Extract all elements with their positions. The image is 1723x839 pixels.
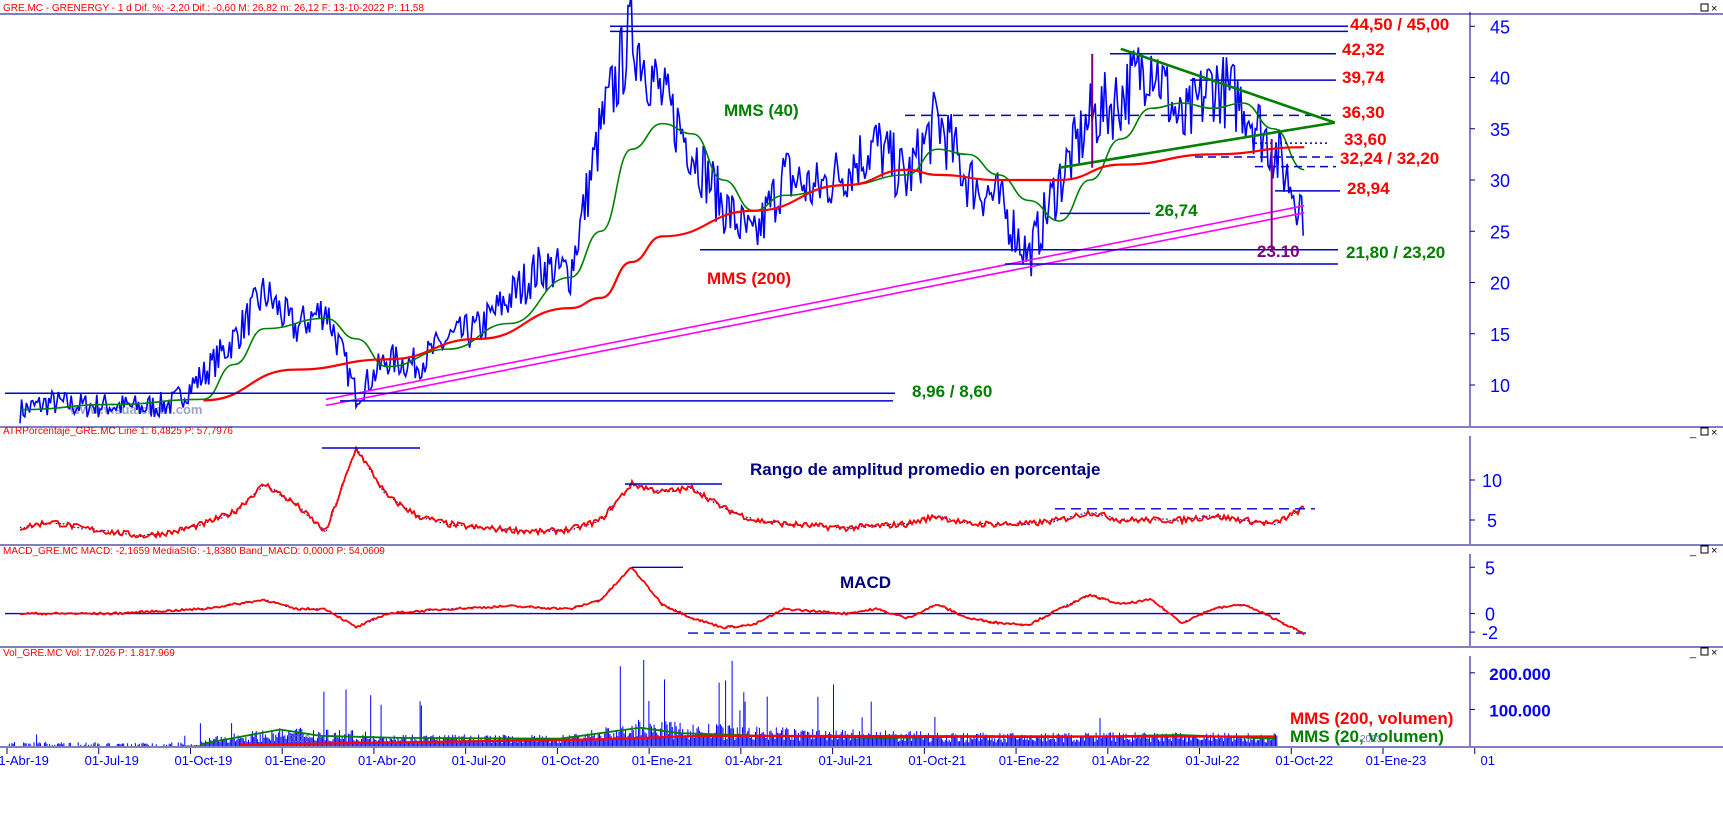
annotation-label-11: 23.10 [1257, 242, 1300, 261]
macd-signal-series [19, 566, 1305, 634]
minimize-icon: _ [1689, 3, 1697, 15]
mms200-series [203, 146, 1305, 402]
trendline-support-lower [325, 212, 1305, 407]
time-tick-label: 01-Oct-21 [908, 753, 966, 768]
price-ytick-label: 10 [1490, 376, 1510, 396]
window-controls-atr: _ × [1689, 427, 1717, 439]
close-icon: × [1711, 545, 1717, 557]
window-controls-volume: _ × [1689, 647, 1717, 659]
time-tick-label: 01-Ene-21 [632, 753, 693, 768]
time-tick-label: 01-Abr-21 [725, 753, 783, 768]
volume-bars [8, 660, 1278, 746]
atr-ytick-label: 10 [1482, 471, 1502, 491]
restore-icon [1700, 427, 1709, 436]
close-icon: × [1711, 647, 1717, 659]
volume-mms200-series [239, 734, 1275, 746]
time-tick-label: 01-Abr-20 [358, 753, 416, 768]
annotation-label-7: 32,24 / 32,20 [1340, 149, 1439, 168]
price-ytick-label: 30 [1490, 171, 1510, 191]
window-controls-macd: _ × [1689, 545, 1717, 557]
volume-ytick-label: 100.000 [1489, 701, 1550, 720]
price-ytick-label: 45 [1490, 17, 1510, 37]
price-ytick-label: 35 [1490, 120, 1510, 140]
triangle-lower-edge [1059, 121, 1336, 169]
atr-ytick-label: 5 [1487, 511, 1497, 531]
time-tick-label: 01-Ene-23 [1366, 753, 1427, 768]
year-mark-label: 2023 [1360, 734, 1383, 745]
volume-legend-mms200: MMS (200, volumen) [1290, 709, 1453, 728]
atr-signal-series [19, 447, 1305, 538]
macd-ytick-label: -2 [1482, 623, 1498, 643]
annotation-label-1: MMS (200) [707, 269, 791, 288]
price-ytick-label: 25 [1490, 222, 1510, 242]
volume-legend-mms20: MMS (20, volumen) [1290, 727, 1444, 746]
minimize-icon: _ [1689, 647, 1697, 659]
trendline-support-upper [325, 204, 1305, 401]
annotation-label-3: 42,32 [1342, 40, 1385, 59]
atr-header: ATRPorcentaje_GRE.MC Line 1: 6,4825 P: 5… [3, 426, 233, 437]
triangle-upper-edge [1120, 47, 1336, 124]
price-header: GRE.MC - GRENERGY - 1 d Dif. %: -2,20 Di… [3, 3, 424, 14]
close-icon: × [1711, 427, 1717, 439]
annotation-label-8: 28,94 [1347, 179, 1390, 198]
macd-ytick-label: 0 [1485, 605, 1495, 625]
time-tick-label: 01 [1480, 753, 1494, 768]
time-tick-label: 01-Oct-19 [175, 753, 233, 768]
restore-icon [1700, 545, 1709, 554]
time-tick-label: 01-Jul-19 [85, 753, 139, 768]
close-icon: × [1711, 3, 1717, 15]
time-tick-label: 01-Jul-22 [1185, 753, 1239, 768]
minimize-icon: _ [1689, 545, 1697, 557]
macd-series [19, 567, 1305, 636]
atr-series [19, 445, 1305, 540]
window-controls-price: _ × [1689, 3, 1717, 15]
time-tick-label: 01-Abr-19 [0, 753, 49, 768]
price-series [19, 0, 1304, 424]
annotation-label-9: 26,74 [1155, 201, 1198, 220]
volume-ytick-label: 200.000 [1489, 665, 1550, 684]
restore-icon [1700, 3, 1709, 12]
annotation-label-0: MMS (40) [724, 101, 799, 120]
macd-title: MACD [840, 573, 891, 592]
annotation-label-4: 39,74 [1342, 68, 1385, 87]
restore-icon [1700, 647, 1709, 656]
year-mark-label: 2020 [288, 734, 311, 745]
price-ytick-label: 40 [1490, 69, 1510, 89]
time-tick-label: 01-Jul-20 [452, 753, 506, 768]
annotation-label-12: 8,96 / 8,60 [912, 382, 992, 401]
annotation-label-5: 36,30 [1342, 103, 1385, 122]
price-ytick-label: 20 [1490, 274, 1510, 294]
macd-ytick-label: 5 [1485, 558, 1495, 578]
time-tick-label: 01-Oct-20 [541, 753, 599, 768]
atr-title: Rango de amplitud promedio en porcentaje [750, 460, 1100, 479]
annotation-label-6: 33,60 [1344, 130, 1387, 149]
annotation-label-10: 21,80 / 23,20 [1346, 243, 1445, 262]
time-tick-label: 01-Oct-22 [1275, 753, 1333, 768]
price-ytick-label: 15 [1490, 325, 1510, 345]
time-tick-label: 01-Jul-21 [818, 753, 872, 768]
time-tick-label: 01-Ene-20 [265, 753, 326, 768]
annotation-label-2: 44,50 / 45,00 [1350, 15, 1449, 34]
time-tick-label: 01-Abr-22 [1092, 753, 1150, 768]
volume-header: Vol_GRE.MC Vol: 17.026 P: 1.817.969 [3, 648, 175, 659]
mms40-series [19, 102, 1305, 411]
minimize-icon: _ [1689, 427, 1697, 439]
time-tick-label: 01-Ene-22 [999, 753, 1060, 768]
macd-header: MACD_GRE.MC MACD: -2,1659 MediaSIG: -1,8… [3, 546, 385, 557]
